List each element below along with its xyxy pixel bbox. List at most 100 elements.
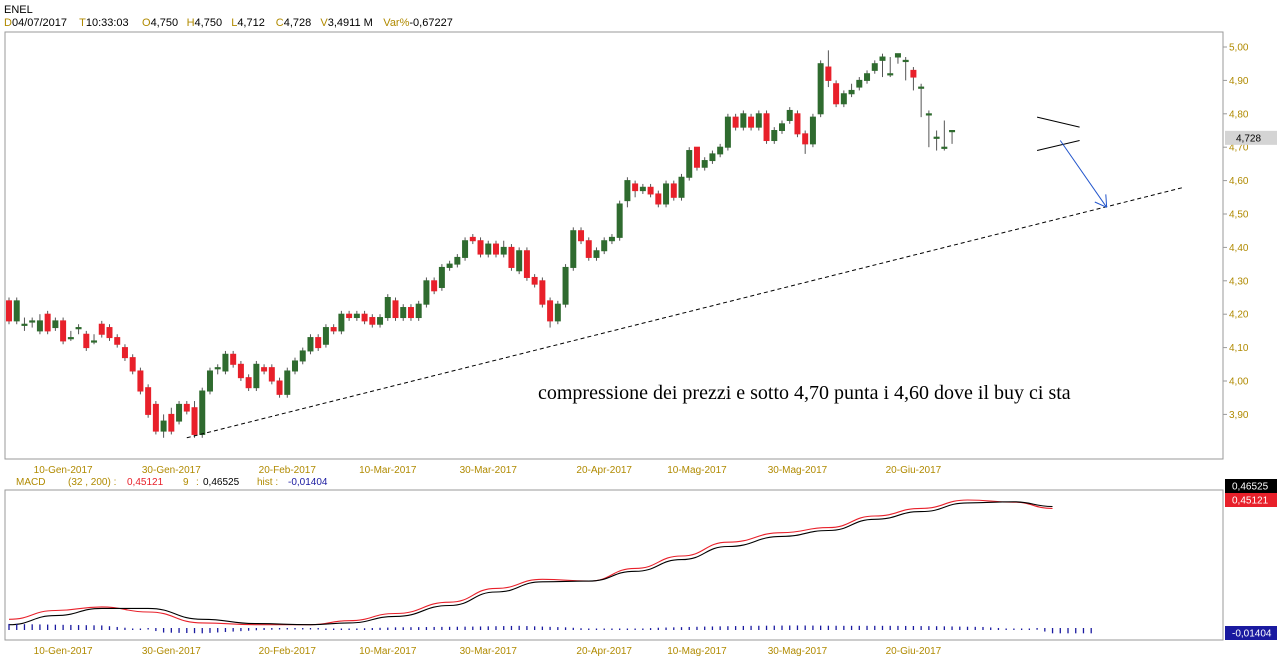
candle-body [83,333,90,349]
y-tick-label: 4,00 [1229,377,1249,388]
candle-body [6,300,12,322]
candle-body [632,183,639,192]
candle-body [608,236,615,242]
candle-body [369,317,376,325]
candle-body [732,116,739,128]
candle-body [152,403,159,432]
candle-body [199,390,206,435]
candle-body [299,350,306,362]
candle-body [253,363,260,389]
candle-body [531,276,538,285]
date-tick-label: 10-Mar-2017 [359,465,417,476]
candle-body [322,327,329,345]
candle-body [67,337,74,340]
candle-body [709,153,716,162]
candle-body [833,83,840,105]
candle-body [222,353,229,372]
candle-body [284,370,291,395]
price-axis: 5,00 4,90 4,80 4,70 4,60 4,50 4,40 4,30 4,20 4,10… [1223,43,1249,421]
candle-body [415,303,422,319]
candle-body [183,403,190,412]
quote-v: V3,4911 M [320,17,372,29]
candle-body [794,113,801,135]
date-tick-label: 30-Mag-2017 [768,465,828,476]
quote-d: D04/07/2017 [4,17,67,29]
date-tick-label: 20-Apr-2017 [576,646,632,657]
candle-body [508,246,515,268]
candle-body [887,73,894,76]
macd-value-text: 0,45121 [1232,496,1269,507]
target-arrow-line [1059,140,1108,208]
candle-body [454,256,461,265]
y-tick-label: 4,40 [1229,243,1249,254]
candle-body [361,313,368,322]
candle-body [593,250,600,258]
candle-body [75,327,82,330]
candle-body [237,363,244,379]
candle-body [616,203,623,238]
candle-body [894,53,901,58]
candle-body [779,123,785,131]
quote-h: H4,750 [187,17,222,29]
macd-right-labels: 0,46525 0,45121 -0,01404 [1225,479,1277,640]
candle-body [879,56,886,61]
candle-body [230,353,237,365]
candle-body [748,116,755,128]
date-tick-label: 10-Mag-2017 [667,465,727,476]
candle-body [392,300,399,319]
candle-body [292,360,299,372]
macd-header-text: 0,46525 [203,477,240,488]
last-price-text: 4,728 [1236,133,1261,144]
candle-body [755,113,762,128]
last-price-label: 4,728 [1225,130,1277,145]
candle-body [121,347,128,359]
date-tick-label: 10-Mag-2017 [667,646,727,657]
macd-header-text: hist : [257,477,278,488]
date-tick-label: 30-Mar-2017 [460,646,518,657]
candle-body [840,93,847,105]
candle-body [307,337,314,352]
candle-body [245,377,252,389]
candle-body [29,320,36,323]
quote-row: D04/07/2017 T10:33:03 O4,750 H4,750 L4,712 C4… [4,17,453,29]
annotation-text: compressione dei prezzi e sotto 4,70 pun… [538,382,1071,404]
target-arrowhead [1094,201,1107,208]
candle-body [686,150,693,178]
candle-body [655,193,662,205]
candle-body [400,307,407,319]
candle-body [431,280,438,292]
candle-body [949,130,956,133]
candle-body [740,113,747,128]
candle-body [206,370,213,392]
y-tick-label: 4,20 [1229,310,1249,321]
y-tick-label: 4,90 [1229,76,1249,87]
candle-body [423,280,430,305]
triangle-upper-line [1036,116,1080,128]
y-tick-label: 3,90 [1229,410,1249,421]
macd-header-text: -0,01404 [288,477,328,488]
macd-value-box [1225,479,1277,493]
candle-body [492,243,499,255]
candle-body [523,250,530,278]
quote-c: C4,728 [276,17,311,29]
date-tick-label: 20-Giu-2017 [886,465,942,476]
candle-body [601,240,608,252]
candle-body [624,180,631,202]
candle-body [13,300,20,322]
candle-body [717,146,724,155]
candle-body [539,280,546,305]
candle-body [191,407,198,435]
date-tick-label: 20-Feb-2017 [259,646,317,657]
candle-body [485,243,492,255]
y-tick-label: 4,80 [1229,109,1249,120]
candle-body [315,337,322,349]
date-axis-bottom: 10-Gen-2017 30-Gen-2017 20-Feb-2017 10-Mar-… [34,646,942,657]
candle-body [160,420,167,432]
macd-panel[interactable] [4,489,1224,641]
candle-body [438,266,445,288]
candle-body [21,323,28,326]
candle-body [848,89,855,95]
candle-body [446,263,453,268]
candle-body [856,79,863,88]
candle-body [129,357,136,372]
